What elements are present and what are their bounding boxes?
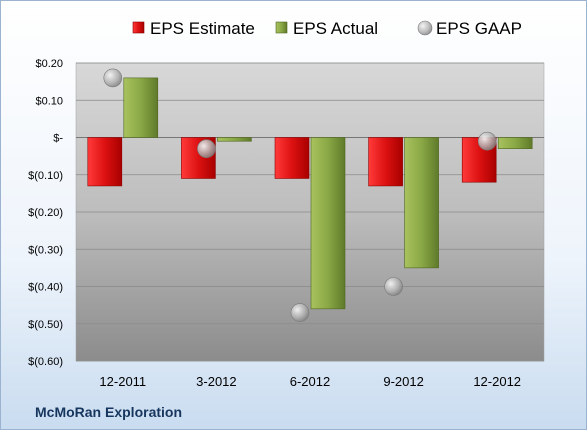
eps-estimate-bar	[274, 137, 310, 179]
legend-label-eps-gaap: EPS GAAP	[436, 19, 522, 38]
legend-swatch-eps-estimate	[132, 21, 145, 34]
eps-actual-bar	[310, 137, 346, 310]
eps-actual-bar	[497, 137, 533, 149]
eps-actual-bar	[404, 137, 439, 269]
y-tick-label: $0.20	[35, 58, 63, 70]
gaap-markers	[103, 68, 497, 322]
x-tick-label: 6-2012	[290, 374, 330, 389]
legend-swatch-eps-actual	[275, 21, 288, 34]
y-tick-label: $-	[53, 133, 63, 145]
y-tick-label: $(0.40)	[28, 282, 63, 294]
eps-gaap-marker	[103, 68, 123, 88]
legend-label-eps-estimate: EPS Estimate	[150, 19, 255, 38]
legend: EPS Estimate EPS Actual EPS GAAP	[132, 19, 522, 38]
y-tick-label: $0.10	[35, 95, 63, 107]
x-tick-label: 3-2012	[196, 374, 236, 389]
eps-actual-bar	[217, 137, 252, 142]
y-tick-label: $(0.10)	[28, 170, 63, 182]
eps-gaap-marker	[384, 277, 403, 296]
company-name: McMoRan Exploration	[35, 404, 182, 420]
y-tick-label: $(0.30)	[28, 244, 63, 256]
x-tick-label: 12-2011	[99, 374, 146, 389]
x-tick-label: 12-2012	[473, 374, 521, 389]
legend-label-eps-actual: EPS Actual	[293, 19, 378, 38]
legend-swatch-eps-gaap	[417, 20, 433, 36]
eps-estimate-bar	[368, 137, 403, 187]
y-tick-label: $(0.60)	[28, 356, 63, 368]
y-axis: $0.20 $0.10 $- $(0.10) $(0.20) $(0.30) $(0.40)…	[28, 58, 544, 368]
x-axis: 12-2011 3-2012 6-2012 9-2012 12-2012	[99, 374, 521, 389]
eps-estimate-bar	[87, 137, 123, 187]
y-tick-label: $(0.50)	[28, 319, 63, 331]
y-tick-label: $(0.20)	[28, 207, 63, 219]
eps-actual-bar	[123, 77, 159, 138]
x-tick-label: 9-2012	[383, 374, 423, 389]
eps-gaap-marker	[290, 303, 310, 322]
eps-gaap-marker	[197, 139, 216, 158]
eps-gaap-marker	[477, 131, 497, 151]
